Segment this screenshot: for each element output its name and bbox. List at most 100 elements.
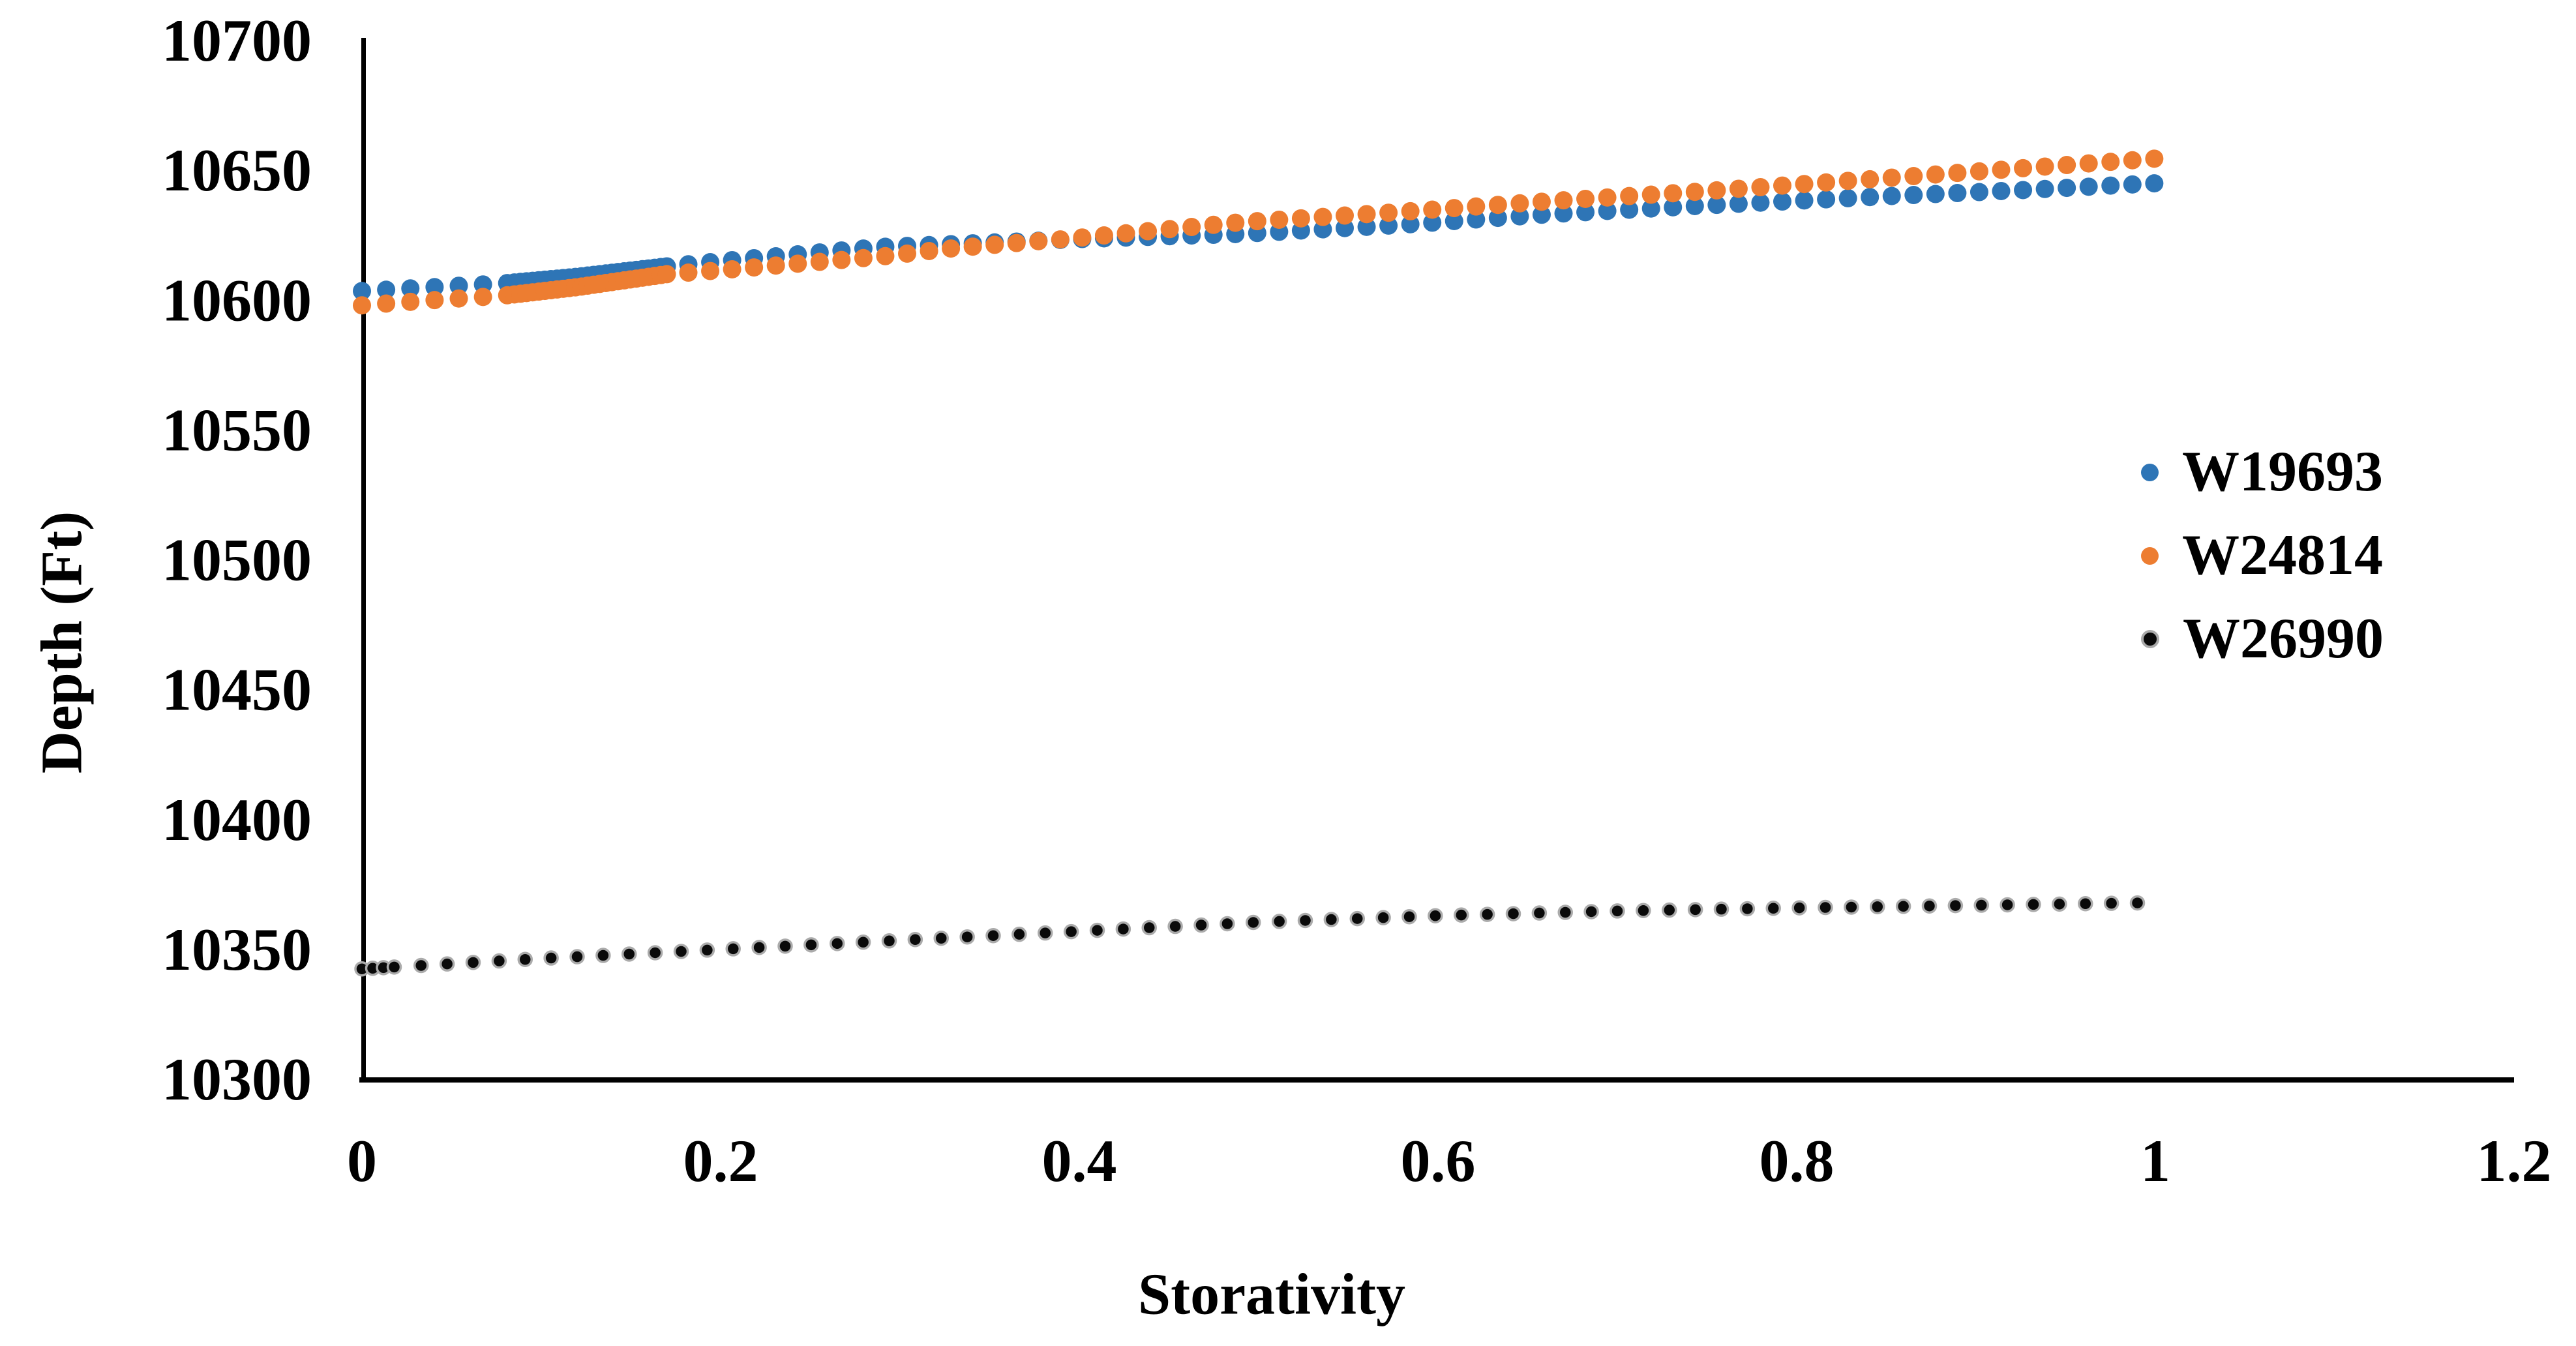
data-point-w24814 — [1707, 181, 1726, 200]
y-tick-label: 10600 — [162, 267, 312, 333]
data-point-w26990 — [1349, 910, 1365, 927]
data-point-w19693 — [1838, 188, 1857, 207]
data-point-w19693 — [1685, 196, 1704, 215]
data-point-w26990 — [1921, 898, 1938, 914]
data-point-w26990 — [1713, 901, 1730, 917]
data-point-w19693 — [377, 280, 396, 299]
data-point-w24814 — [832, 250, 851, 269]
data-point-w26990 — [1297, 912, 1313, 929]
legend-marker-black-circle-icon — [2141, 630, 2159, 648]
data-point-w24814 — [2123, 151, 2142, 170]
data-point-w19693 — [1707, 196, 1726, 215]
data-point-w24814 — [1904, 167, 1923, 186]
data-point-w26990 — [1895, 899, 1911, 914]
data-point-w26990 — [1947, 897, 1964, 914]
legend-item-w26990: W26990 — [2141, 597, 2384, 681]
y-axis-title: Depth (Ft) — [29, 511, 95, 774]
data-point-w24814 — [942, 239, 961, 258]
data-point-w24814 — [2101, 153, 2120, 172]
x-tick-label: 0.6 — [1401, 1128, 1476, 1194]
data-point-w26990 — [1220, 916, 1235, 932]
data-point-w26990 — [2103, 895, 2119, 911]
data-point-w24814 — [1751, 178, 1770, 197]
data-point-w19693 — [1379, 216, 1398, 235]
data-point-w26990 — [725, 941, 741, 957]
data-point-w24814 — [1532, 192, 1551, 211]
data-point-w24814 — [1992, 160, 2011, 179]
data-point-w24814 — [2079, 154, 2098, 173]
data-point-w26990 — [699, 942, 715, 958]
data-point-w24814 — [963, 237, 982, 256]
x-tick-label: 0.8 — [1760, 1128, 1835, 1194]
x-tick-label: 1.2 — [2477, 1128, 2552, 1194]
data-point-w26990 — [1115, 921, 1131, 937]
data-point-w24814 — [1204, 215, 1223, 234]
data-point-w26990 — [1870, 899, 1885, 915]
data-point-w24814 — [1423, 200, 1442, 219]
data-point-w19693 — [1423, 213, 1442, 232]
data-point-w24814 — [745, 258, 764, 277]
data-point-w26990 — [881, 933, 897, 949]
data-point-w19693 — [1620, 200, 1639, 219]
data-point-w19693 — [1357, 217, 1376, 236]
data-point-w26990 — [1610, 903, 1625, 919]
data-point-w26990 — [985, 927, 1001, 944]
data-point-w24814 — [1051, 230, 1070, 249]
data-point-w26990 — [1844, 899, 1859, 915]
data-point-w24814 — [1029, 232, 1048, 250]
data-point-w26990 — [1818, 899, 1833, 916]
data-point-w24814 — [1313, 207, 1332, 226]
data-point-w19693 — [1948, 184, 1967, 203]
data-point-w26990 — [517, 951, 533, 967]
data-point-w26990 — [491, 953, 507, 969]
data-point-w24814 — [1598, 188, 1617, 207]
data-point-w19693 — [1969, 183, 1988, 202]
data-point-w26990 — [907, 932, 923, 948]
data-point-w19693 — [1401, 215, 1420, 233]
data-point-w24814 — [920, 241, 938, 260]
data-point-w19693 — [425, 278, 444, 297]
data-point-w24814 — [657, 265, 676, 284]
x-axis-title: Storativity — [1138, 1262, 1405, 1327]
y-tick-label: 10450 — [162, 657, 312, 723]
data-point-w19693 — [1664, 198, 1683, 217]
data-point-w24814 — [377, 294, 396, 313]
y-tick-label: 10650 — [162, 137, 312, 203]
data-point-w26990 — [1791, 900, 1807, 916]
data-point-w19693 — [1598, 202, 1617, 220]
data-point-w26990 — [1454, 907, 1469, 923]
data-point-w24814 — [449, 289, 468, 308]
y-tick-label: 10400 — [162, 786, 312, 853]
data-point-w26990 — [1479, 906, 1495, 922]
data-point-w26990 — [1428, 908, 1443, 924]
data-point-w26990 — [1323, 912, 1340, 927]
data-point-w26990 — [2052, 896, 2067, 912]
data-point-w24814 — [1401, 202, 1420, 220]
data-point-w24814 — [1861, 170, 1880, 188]
data-point-w26990 — [1167, 918, 1183, 935]
data-point-w24814 — [788, 254, 807, 273]
data-point-w26990 — [830, 936, 845, 951]
y-axis-tick-labels: 10300 10350 10400 10450 10500 10550 10600 10650… — [162, 7, 312, 1113]
data-point-w19693 — [2079, 177, 2098, 196]
data-point-w24814 — [1554, 191, 1573, 210]
data-point-w24814 — [401, 292, 420, 311]
data-point-w24814 — [2058, 156, 2076, 175]
data-point-w26990 — [595, 948, 611, 963]
data-point-w26990 — [1765, 901, 1781, 916]
data-point-w19693 — [1861, 188, 1880, 207]
data-point-w24814 — [1445, 199, 1463, 218]
x-tick-label: 0.4 — [1042, 1128, 1117, 1194]
data-point-w24814 — [1182, 218, 1201, 237]
data-point-w24814 — [1773, 176, 1791, 195]
data-point-w24814 — [898, 244, 916, 263]
data-point-w19693 — [1336, 218, 1354, 237]
data-point-w26990 — [1271, 914, 1287, 929]
data-point-w24814 — [1139, 222, 1158, 241]
legend-label: W19693 — [2182, 440, 2383, 503]
data-point-w24814 — [723, 260, 741, 278]
data-point-w26990 — [673, 944, 689, 959]
data-point-w19693 — [2101, 176, 2120, 195]
